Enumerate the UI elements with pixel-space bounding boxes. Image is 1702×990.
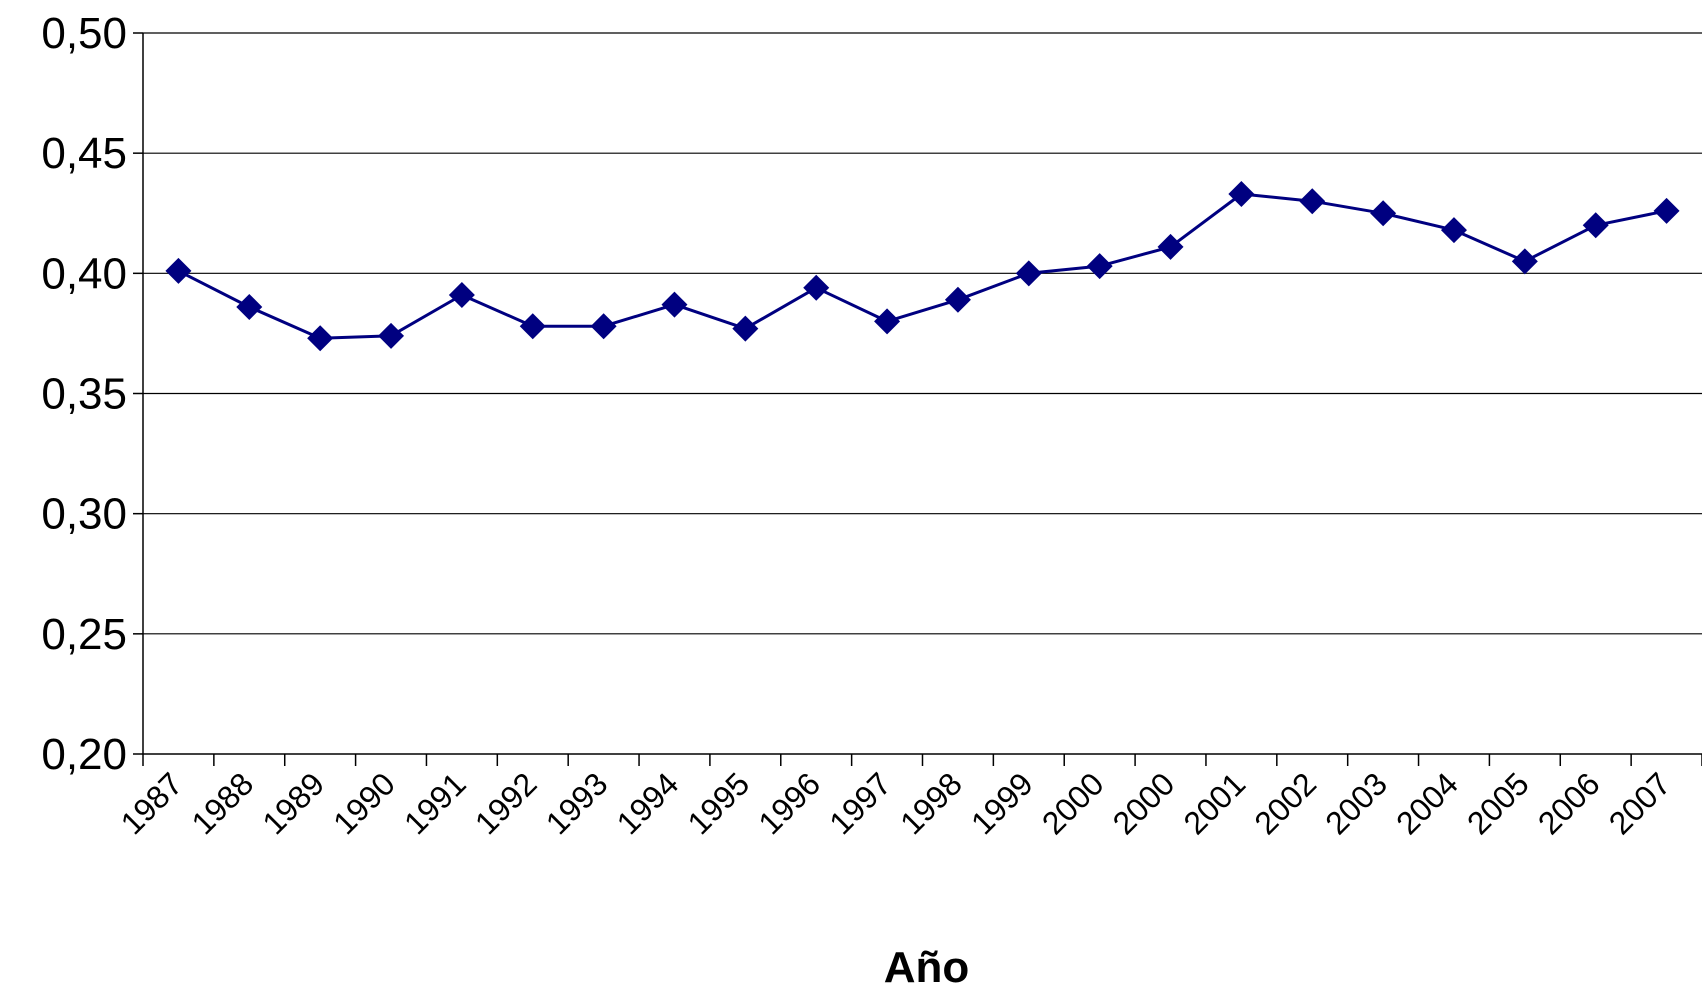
x-tick-label: 2002: [1247, 765, 1323, 841]
series-layer: [165, 181, 1680, 352]
data-point: [1653, 197, 1680, 224]
y-tick-label: 0,25: [41, 610, 127, 659]
data-point: [378, 322, 405, 349]
data-point: [1370, 200, 1397, 227]
data-point: [1299, 188, 1326, 215]
data-point: [732, 315, 759, 342]
x-tick-label: 1999: [964, 765, 1040, 841]
x-tick-label: 1996: [751, 765, 827, 841]
x-tick-label: 1997: [822, 765, 898, 841]
data-point: [1440, 217, 1467, 244]
y-tick-label: 0,30: [41, 490, 127, 539]
y-tick-label: 0,45: [41, 129, 127, 178]
x-tick-label: 1998: [893, 765, 969, 841]
x-tick-label: 2006: [1531, 765, 1607, 841]
data-point: [519, 313, 546, 340]
data-point: [1086, 253, 1113, 280]
data-point: [944, 286, 971, 313]
x-tick-label: 1992: [468, 765, 544, 841]
y-tick-label: 0,35: [41, 370, 127, 419]
x-tick-label: 1988: [184, 765, 260, 841]
x-tick-label: 2005: [1460, 765, 1536, 841]
axes: [133, 32, 1702, 766]
x-tick-label: 1991: [397, 765, 473, 841]
y-tick-label: 0,40: [41, 249, 127, 298]
x-tick-label: 1993: [539, 765, 615, 841]
x-tick-label: 2003: [1318, 765, 1394, 841]
x-tick-label: 2007: [1602, 765, 1678, 841]
data-point: [590, 313, 617, 340]
data-point: [1157, 233, 1184, 260]
x-tick-label: 1994: [610, 765, 686, 841]
y-tick-label: 0,20: [41, 730, 127, 779]
grid-lines: [143, 32, 1702, 635]
x-tick-label: 2000: [1035, 765, 1111, 841]
data-point: [1228, 181, 1255, 208]
x-tick-label: 2001: [1177, 765, 1253, 841]
series-line: [177, 192, 1667, 340]
y-tick-label: 0,50: [41, 9, 127, 58]
data-point: [874, 308, 901, 335]
data-point: [661, 291, 688, 318]
x-axis-title: Año: [884, 943, 970, 990]
data-point: [307, 325, 334, 352]
y-tick-labels: 0,20 0,25 0,30 0,35 0,40 0,45 0,50: [41, 9, 127, 779]
x-tick-label: 1990: [326, 765, 402, 841]
data-point: [1015, 260, 1042, 287]
data-point: [448, 281, 475, 308]
x-tick-label: 1995: [680, 765, 756, 841]
x-tick-label: 2004: [1389, 765, 1465, 841]
data-point: [1511, 248, 1538, 275]
data-point: [1582, 212, 1609, 239]
data-point: [236, 293, 263, 320]
x-tick-label: 2000: [1106, 765, 1182, 841]
x-tick-labels: 1987198819891990199119921993199419951996…: [114, 765, 1678, 841]
x-tick-label: 1989: [255, 765, 331, 841]
data-point: [165, 257, 192, 284]
data-point: [803, 274, 830, 301]
